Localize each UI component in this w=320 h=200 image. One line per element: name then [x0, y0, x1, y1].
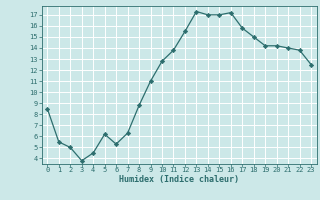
X-axis label: Humidex (Indice chaleur): Humidex (Indice chaleur)	[119, 175, 239, 184]
